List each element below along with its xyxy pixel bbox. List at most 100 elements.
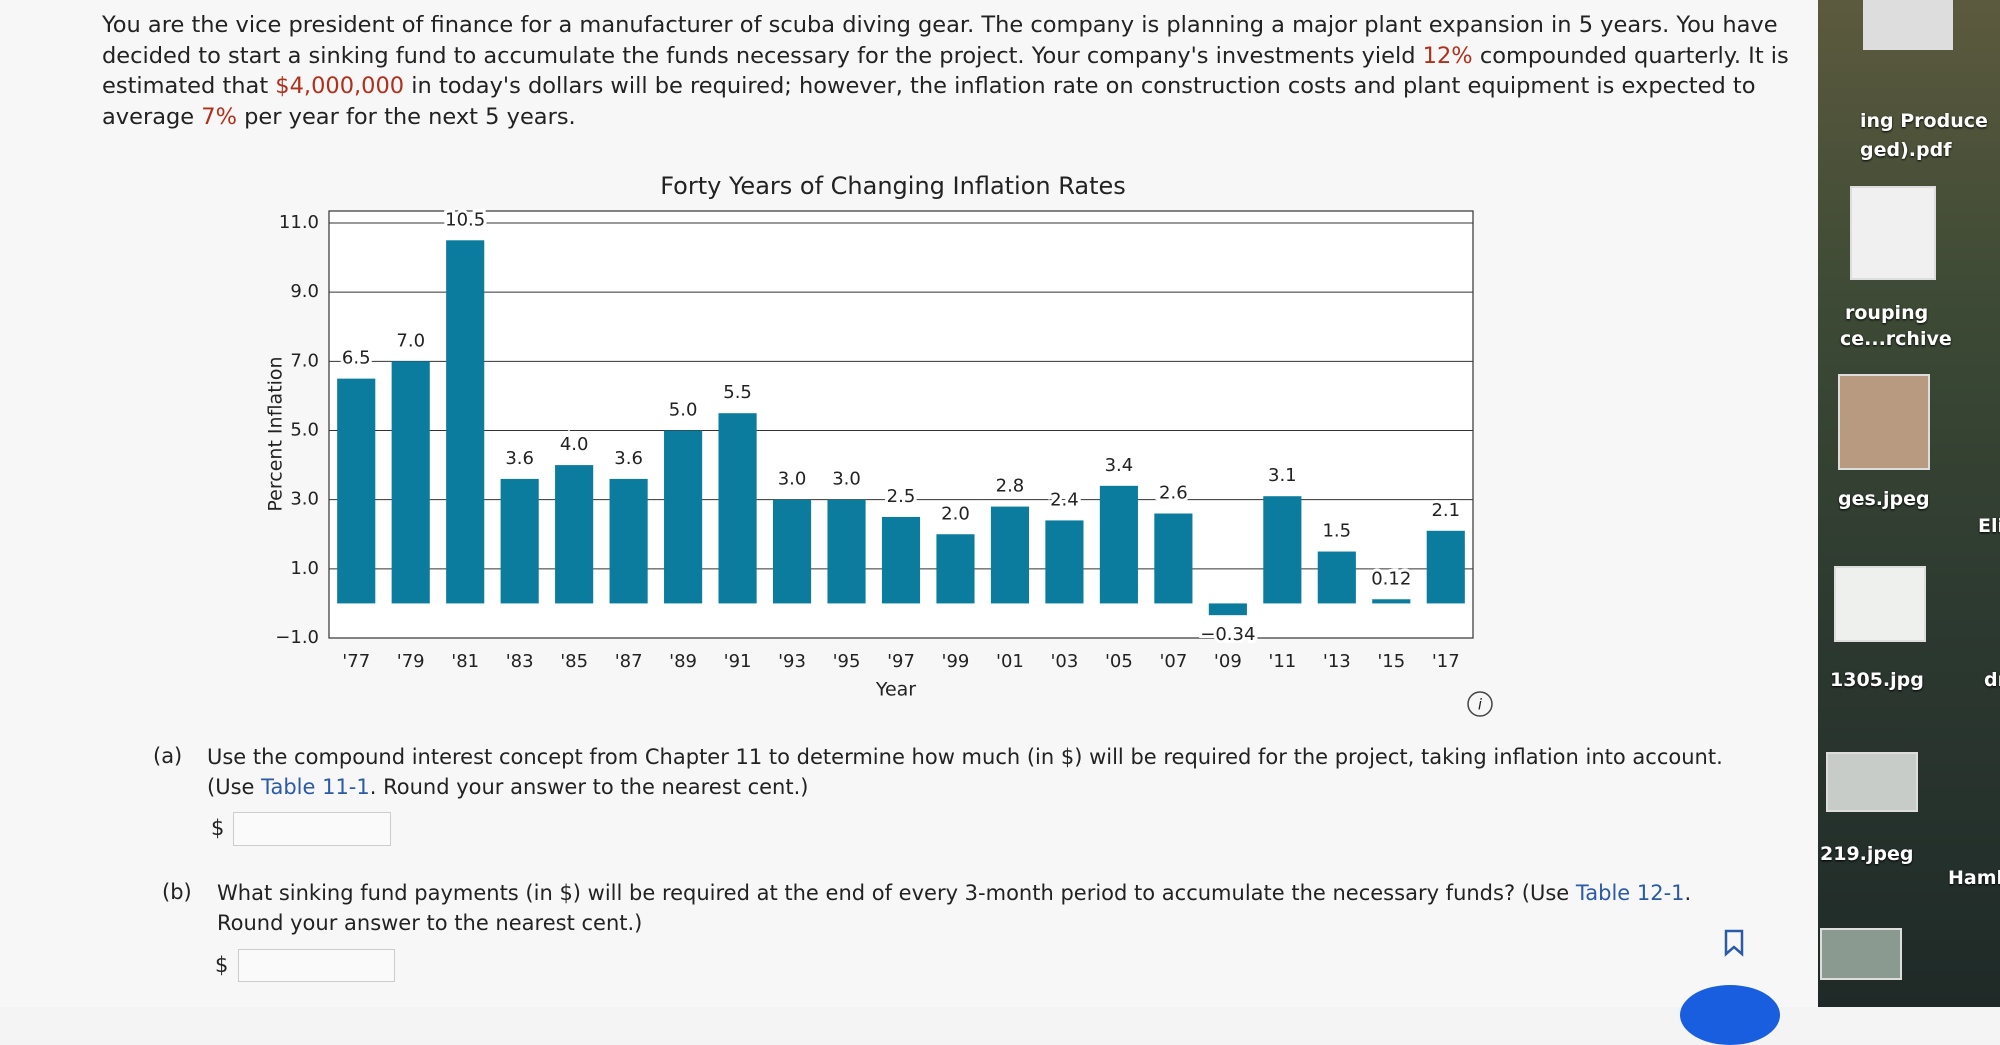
data-label: 2.1 [1431,500,1460,521]
data-label: 7.0 [396,330,425,351]
part-label: (b) [162,880,192,904]
bar [500,478,539,604]
part-text-line: . [1684,881,1692,905]
table-link[interactable]: Table 12-1 [1575,881,1685,905]
bar [1372,599,1411,604]
x-tick-label: '11 [1268,651,1296,672]
file-name: ges.jpeg [1838,488,1930,510]
info-icon[interactable]: i [1465,689,1495,719]
chart: Forty Years of Changing Inflation Rates … [265,172,1474,701]
bar [1426,530,1465,604]
answer-input[interactable] [238,949,395,982]
file-thumbnail [1863,0,1953,50]
file-name: rouping [1845,302,1929,324]
file-name: 1305.jpg [1830,669,1924,691]
file-name: ce...rchive [1840,328,1952,350]
y-tick-label: 9.0 [290,281,319,302]
table-link[interactable]: Table 11-1 [261,774,370,799]
bar [1099,485,1138,604]
file-thumbnail [1850,186,1936,280]
y-axis-label: Percent Inflation [265,356,287,511]
x-tick-label: '07 [1159,651,1187,672]
data-label: −0.34 [1200,624,1255,645]
y-tick-label: 1.0 [290,558,319,579]
intro-highlight: 12% [1422,42,1473,69]
data-label: 3.6 [505,448,534,469]
data-label: 0.12 [1371,568,1411,589]
intro-highlight: $4,000,000 [275,73,405,100]
bar [1208,603,1247,616]
bar [391,361,430,604]
data-label: 4.0 [560,434,589,455]
bar [936,534,975,604]
currency-sign: $ [211,816,225,840]
data-label: 1.5 [1322,521,1351,542]
data-label: 2.4 [1050,489,1079,510]
file-name: 219.jpeg [1820,843,1914,865]
part-label: (a) [153,744,183,768]
x-tick-label: '05 [1105,651,1133,672]
x-tick-label: '95 [833,651,861,672]
file-name: ged).pdf [1860,139,1952,161]
help-button[interactable] [1680,985,1780,1045]
bar [337,378,376,604]
bar [1263,496,1302,604]
bar [446,240,485,604]
currency-sign: $ [215,953,229,977]
part-text-line: . Round your answer to the nearest cent.… [369,774,809,799]
x-tick-label: '15 [1377,651,1405,672]
intro-text: compounded quarterly. It is [1472,42,1789,69]
x-tick-label: '01 [996,651,1024,672]
bar [664,430,703,604]
data-label: 3.1 [1268,465,1297,486]
data-label: 2.0 [941,503,970,524]
answer-input[interactable] [233,812,391,846]
intro-text: in today's dollars will be required; how… [404,73,1756,100]
intro-text: per year for the next 5 years. [236,103,576,130]
x-tick-label: '79 [397,651,425,672]
x-tick-label: '91 [724,651,752,672]
intro-highlight: 7% [201,103,237,130]
part-text: What sinking fund payments (in $) will b… [217,879,1691,938]
problem-intro: You are the vice president of finance fo… [102,10,1789,132]
data-label: 3.0 [832,469,861,490]
part-text-line: Round your answer to the nearest cent.) [217,910,643,935]
x-tick-label: '77 [342,651,370,672]
bar [555,465,594,604]
y-tick-label: −1.0 [275,627,319,648]
intro-text: estimated that [102,73,276,100]
data-label: 10.5 [445,209,485,230]
data-label: 2.5 [887,486,916,507]
user-name: Hamb [1948,867,2000,889]
x-tick-label: '03 [1050,651,1078,672]
data-label: 3.6 [614,448,643,469]
file-name: ing Produce [1860,110,1988,132]
intro-text: decided to start a sinking fund to accum… [102,42,1423,69]
y-tick-label: 7.0 [290,350,319,371]
bar [1317,551,1356,604]
y-tick-label: 3.0 [290,489,319,510]
y-tick-label: 5.0 [290,420,319,441]
x-tick-label: '13 [1323,651,1351,672]
x-tick-label: '09 [1214,651,1242,672]
data-label: 3.4 [1105,455,1134,476]
svg-text:i: i [1478,696,1483,714]
x-tick-label: '81 [451,651,479,672]
x-tick-label: '93 [778,651,806,672]
x-tick-label: '17 [1432,651,1460,672]
x-axis-label: Year [875,679,916,701]
bar [1154,513,1193,604]
user-name: dr [1984,669,2000,691]
part-text: Use the compound interest concept from C… [207,743,1723,802]
bookmark-icon[interactable] [1722,928,1746,958]
x-tick-label: '89 [669,651,697,672]
data-label: 2.8 [996,476,1025,497]
bar [718,413,757,604]
y-tick-label: 11.0 [279,212,319,233]
bar [772,499,812,604]
bar [1045,520,1084,604]
intro-text: You are the vice president of finance fo… [102,12,1778,38]
x-tick-label: '87 [615,651,643,672]
data-label: 6.5 [342,348,371,369]
user-name: Eli [1978,515,2000,537]
